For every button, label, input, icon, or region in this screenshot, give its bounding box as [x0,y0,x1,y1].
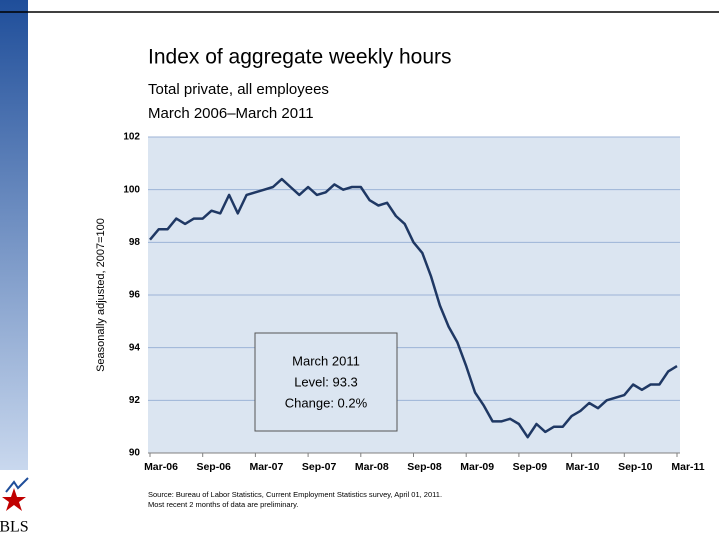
x-tick-label: Sep-08 [407,461,442,473]
annotation: March 2011 [292,353,360,368]
y-tick-label: 90 [129,448,141,459]
y-tick-label: 100 [123,184,140,195]
x-tick-label: Mar-07 [249,461,283,473]
x-tick-label: Mar-11 [671,461,704,473]
logo-star [2,488,26,511]
x-tick-label: Mar-08 [355,461,389,473]
logo-text: BLS [0,519,29,536]
y-tick-label: 92 [129,395,141,406]
data-line [149,177,678,439]
y-axis-label: Seasonally adjusted, 2007=100 [95,218,107,372]
x-tick-label: Sep-10 [618,461,653,473]
y-tick-label: 94 [129,342,141,353]
source: Source: Bureau of Labor Statistics, Curr… [148,490,442,499]
x-tick-label: Sep-07 [302,461,337,473]
x-tick-label: Sep-06 [196,461,231,473]
x-tick-label: Sep-09 [513,461,548,473]
logo: BLS [0,477,29,536]
y-tick-label: 102 [123,132,140,143]
chart-title: Index of aggregate weekly hours [148,46,452,69]
x-tick-label: Mar-09 [460,461,494,473]
annotation-box [254,332,398,432]
logo-line [5,477,29,493]
subtitle: March 2006–March 2011 [148,105,314,122]
y-tick-label: 98 [129,237,141,248]
annotation: Change: 0.2% [285,395,368,410]
source: Most recent 2 months of data are prelimi… [148,500,298,509]
side-stripe [0,0,28,470]
x-tick-label: Mar-10 [566,461,600,473]
x-tick-label: Mar-06 [144,461,178,473]
subtitle: Total private, all employees [148,81,329,98]
annotation: Level: 93.3 [294,374,358,389]
y-tick-label: 96 [129,290,141,301]
